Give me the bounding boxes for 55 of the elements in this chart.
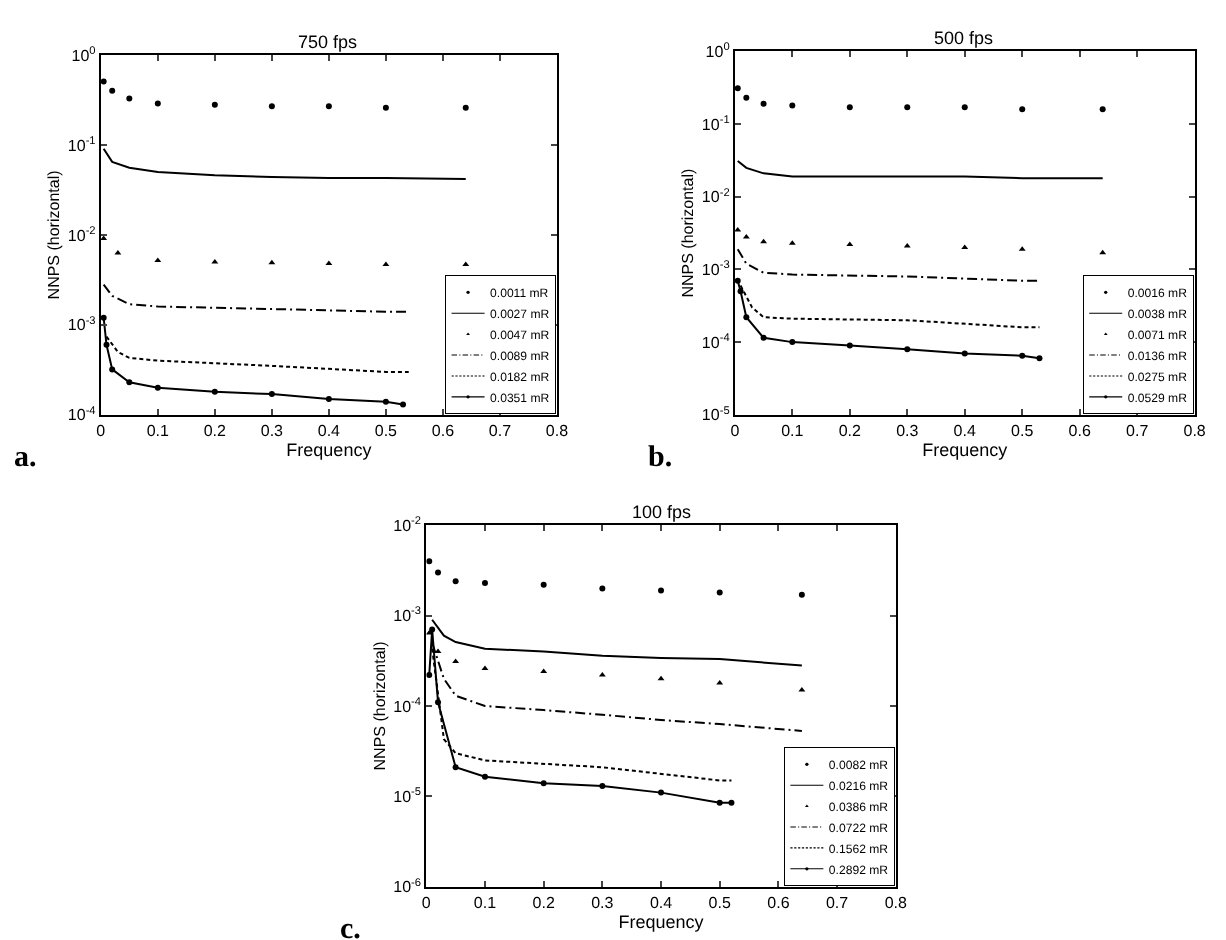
x-tick-label: 0.3: [896, 422, 920, 440]
x-tick-label: 0.4: [649, 893, 674, 912]
text: a.: [14, 442, 37, 474]
text: c.: [340, 914, 362, 940]
y-tick-label: 10$^{-5}$: [393, 787, 422, 806]
text: b.: [648, 442, 673, 474]
y-tick-label: 10$^{0}$: [705, 42, 730, 61]
x-tick-label: 0.5: [374, 422, 399, 440]
chart-title: 500 fps: [934, 28, 995, 48]
y-tick-label: 10$^{-3}$: [701, 260, 730, 280]
x-tick-label: 0.2: [203, 422, 228, 440]
chart-title: 750 fps: [298, 32, 359, 52]
x-tick-label: 0.8: [884, 893, 908, 912]
x-tick-label: 0.2: [838, 422, 863, 440]
x-tick-label: 0.6: [431, 422, 456, 440]
x-axis-title: Frequency: [286, 440, 373, 460]
y-axis-title: NNPS (horizontal): [370, 640, 389, 771]
x-tick-label: 0.8: [545, 422, 570, 440]
y-axis-title: NNPS (horizontal): [45, 169, 64, 300]
y-tick-label: 10$^{-4}$: [393, 696, 422, 716]
y-tick-label: 10$^{-4}$: [701, 333, 730, 352]
x-tick-label: 0.2: [532, 893, 556, 912]
x-tick-label: 0.6: [1068, 422, 1092, 440]
x-tick-label: 0.7: [488, 422, 513, 440]
x-tick-label: 0.8: [1183, 422, 1207, 440]
x-tick-label: 0.1: [146, 422, 171, 440]
x-tick-label: 0.1: [473, 893, 498, 912]
x-axis-title: Frequency: [618, 911, 705, 932]
y-tick-label: 10$^{-1}$: [701, 114, 730, 134]
y-tick-label: 10$^{-3}$: [393, 606, 422, 626]
x-tick-label: 0: [421, 893, 432, 912]
y-axis-title: NNPS (horizontal): [679, 167, 698, 298]
y-tick-label: 10$^{-5}$: [701, 405, 730, 425]
x-tick-label: 0.1: [781, 422, 805, 440]
y-tick-label: 10$^{-2}$: [67, 225, 96, 245]
x-tick-label: 0.4: [953, 422, 977, 440]
chart-title: 100 fps: [632, 502, 693, 522]
y-tick-label: 10$^{-3}$: [67, 315, 96, 335]
x-tick-label: 0.7: [1126, 422, 1150, 440]
x-tick-label: 0.5: [1011, 422, 1035, 440]
y-tick-label: 10$^{-2}$: [701, 187, 730, 207]
y-tick-label: 10$^{-4}$: [67, 405, 96, 425]
x-tick-label: 0.4: [317, 422, 342, 440]
x-tick-label: 0: [96, 422, 107, 440]
y-tick-label: 10$^{-1}$: [67, 135, 96, 155]
x-tick-label: 0.3: [591, 893, 615, 912]
x-tick-label: 0.6: [767, 893, 791, 912]
x-tick-label: 0.7: [825, 893, 850, 912]
y-tick-label: 10$^{-6}$: [393, 877, 422, 897]
x-tick-label: 0.5: [708, 893, 732, 912]
x-axis-title: Frequency: [922, 440, 1009, 460]
y-tick-label: 10$^{0}$: [71, 45, 96, 65]
x-tick-label: 0: [730, 422, 741, 440]
y-tick-label: 10$^{-2}$: [393, 516, 422, 535]
x-tick-label: 0.3: [260, 422, 285, 440]
